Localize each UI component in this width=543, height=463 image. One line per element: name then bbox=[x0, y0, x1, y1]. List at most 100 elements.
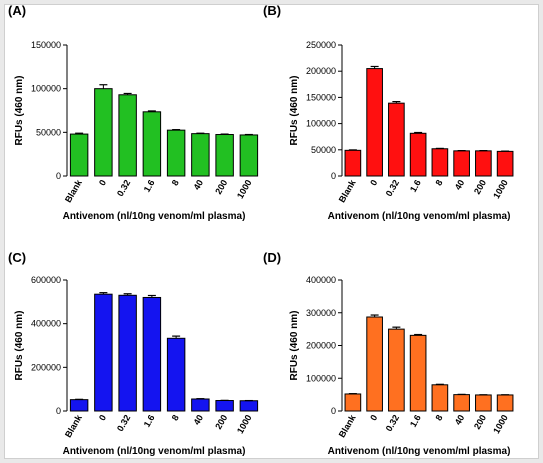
x-tick-label: 1000 bbox=[235, 413, 254, 435]
y-tick-label: 0 bbox=[56, 171, 61, 181]
x-tick-label: Blank bbox=[63, 177, 84, 204]
panel-label: (D) bbox=[263, 250, 281, 265]
bar-1000 bbox=[496, 394, 514, 412]
chart-panel-2: (B) 0 50000 100000 150000 200000 250000 RFUs (4… bbox=[263, 5, 514, 222]
y-tick-label: 300000 bbox=[306, 308, 336, 318]
bar-200 bbox=[215, 400, 234, 412]
x-tick-label: Blank bbox=[337, 177, 358, 204]
x-tick-label: Blank bbox=[63, 412, 84, 439]
x-tick-label: 1.6 bbox=[142, 178, 157, 194]
x-tick-label: 200 bbox=[472, 178, 488, 196]
x-tick-label: 1000 bbox=[491, 413, 510, 435]
y-axis-title: RFUs (460 nm) bbox=[14, 310, 25, 380]
x-tick-label: 1.6 bbox=[142, 413, 157, 429]
bar-40 bbox=[453, 150, 470, 177]
x-tick-label: 40 bbox=[453, 413, 467, 427]
y-tick-label: 100000 bbox=[306, 119, 336, 129]
x-tick-label: 200 bbox=[213, 413, 229, 431]
x-tick-label: 0.32 bbox=[115, 413, 132, 433]
x-axis-title: Antivenom (nl/10ng venom/ml plasma) bbox=[328, 211, 511, 222]
x-axis-title: Antivenom (nl/10ng venom/ml plasma) bbox=[328, 446, 511, 457]
bar-1000 bbox=[239, 400, 259, 412]
x-tick-label: 0 bbox=[368, 413, 379, 422]
x-axis-title: Antivenom (nl/10ng venom/ml plasma) bbox=[63, 446, 246, 457]
bar-Blank bbox=[344, 393, 362, 412]
x-tick-label: 200 bbox=[472, 413, 488, 431]
x-tick-label: 8 bbox=[170, 178, 181, 187]
bar-0 bbox=[94, 293, 113, 412]
bar-0.32 bbox=[118, 94, 137, 177]
bar-8 bbox=[166, 337, 186, 412]
x-tick-label: 40 bbox=[191, 413, 205, 427]
y-tick-label: 150000 bbox=[306, 92, 336, 102]
bar-8 bbox=[431, 148, 449, 177]
y-tick-label: 400000 bbox=[31, 319, 61, 329]
bar-0 bbox=[366, 316, 383, 412]
x-axis-title: Antivenom (nl/10ng venom/ml plasma) bbox=[63, 211, 246, 222]
x-tick-label: 8 bbox=[170, 413, 181, 422]
bar-1.6 bbox=[409, 132, 427, 177]
y-tick-label: 100000 bbox=[306, 373, 336, 383]
y-tick-label: 200000 bbox=[306, 341, 336, 351]
bar-200 bbox=[475, 394, 492, 412]
x-tick-label: Blank bbox=[337, 412, 358, 439]
x-tick-label: 1000 bbox=[235, 178, 254, 200]
bar-0.32 bbox=[118, 294, 137, 412]
bar-0 bbox=[366, 68, 383, 177]
chart-panel-4: (D) 0 100000 200000 300000 400000 RFUs (460 nm… bbox=[263, 250, 514, 457]
bar-200 bbox=[475, 150, 492, 177]
x-tick-label: 0.32 bbox=[384, 178, 401, 198]
panel-label: (A) bbox=[8, 5, 26, 18]
x-tick-label: 1000 bbox=[491, 178, 510, 200]
bar-0.32 bbox=[388, 328, 405, 412]
bar-40 bbox=[453, 394, 470, 412]
x-tick-label: 1.6 bbox=[408, 178, 423, 194]
bar-0 bbox=[94, 88, 113, 177]
y-tick-label: 50000 bbox=[311, 145, 336, 155]
y-tick-label: 50000 bbox=[36, 127, 61, 137]
bar-0.32 bbox=[388, 102, 405, 177]
y-tick-label: 0 bbox=[331, 406, 336, 416]
x-tick-label: 0 bbox=[368, 178, 379, 187]
bar-8 bbox=[431, 384, 449, 412]
chart-panel-3: (C) 0 200000 400000 600000 RFUs (460 nm) Blank… bbox=[8, 250, 259, 457]
bar-1.6 bbox=[142, 111, 162, 177]
bar-1.6 bbox=[409, 334, 427, 412]
y-tick-label: 250000 bbox=[306, 40, 336, 50]
y-axis-title: RFUs (460 nm) bbox=[14, 75, 25, 145]
y-tick-label: 200000 bbox=[31, 362, 61, 372]
x-tick-label: 0.32 bbox=[115, 178, 132, 198]
x-tick-label: 8 bbox=[433, 413, 444, 422]
y-tick-label: 0 bbox=[331, 171, 336, 181]
bar-1000 bbox=[239, 134, 259, 177]
panel-label: (B) bbox=[263, 5, 281, 18]
bar-40 bbox=[191, 398, 210, 412]
y-axis-title: RFUs (460 nm) bbox=[289, 75, 300, 145]
bar-8 bbox=[166, 129, 186, 177]
bar-Blank bbox=[344, 149, 362, 177]
bar-1000 bbox=[496, 150, 514, 177]
bar-Blank bbox=[69, 133, 89, 177]
x-tick-label: 40 bbox=[191, 178, 205, 192]
x-tick-label: 8 bbox=[433, 178, 444, 187]
y-tick-label: 0 bbox=[56, 406, 61, 416]
x-tick-label: 40 bbox=[453, 178, 467, 192]
y-tick-label: 150000 bbox=[31, 40, 61, 50]
bar-200 bbox=[215, 134, 234, 177]
bar-1.6 bbox=[142, 296, 162, 412]
y-axis-title: RFUs (460 nm) bbox=[289, 310, 300, 380]
bar-40 bbox=[191, 133, 210, 177]
figure: (A) 0 50000 100000 150000 RFUs (460 nm) Blank 0… bbox=[4, 4, 539, 459]
x-tick-label: 0 bbox=[97, 178, 108, 187]
bar-Blank bbox=[69, 399, 89, 412]
y-tick-label: 600000 bbox=[31, 275, 61, 285]
x-tick-label: 200 bbox=[213, 178, 229, 196]
y-tick-label: 100000 bbox=[31, 84, 61, 94]
panel-label: (C) bbox=[8, 250, 26, 265]
x-tick-label: 0.32 bbox=[384, 413, 401, 433]
x-tick-label: 0 bbox=[97, 413, 108, 422]
y-tick-label: 200000 bbox=[306, 66, 336, 76]
x-tick-label: 1.6 bbox=[408, 413, 423, 429]
